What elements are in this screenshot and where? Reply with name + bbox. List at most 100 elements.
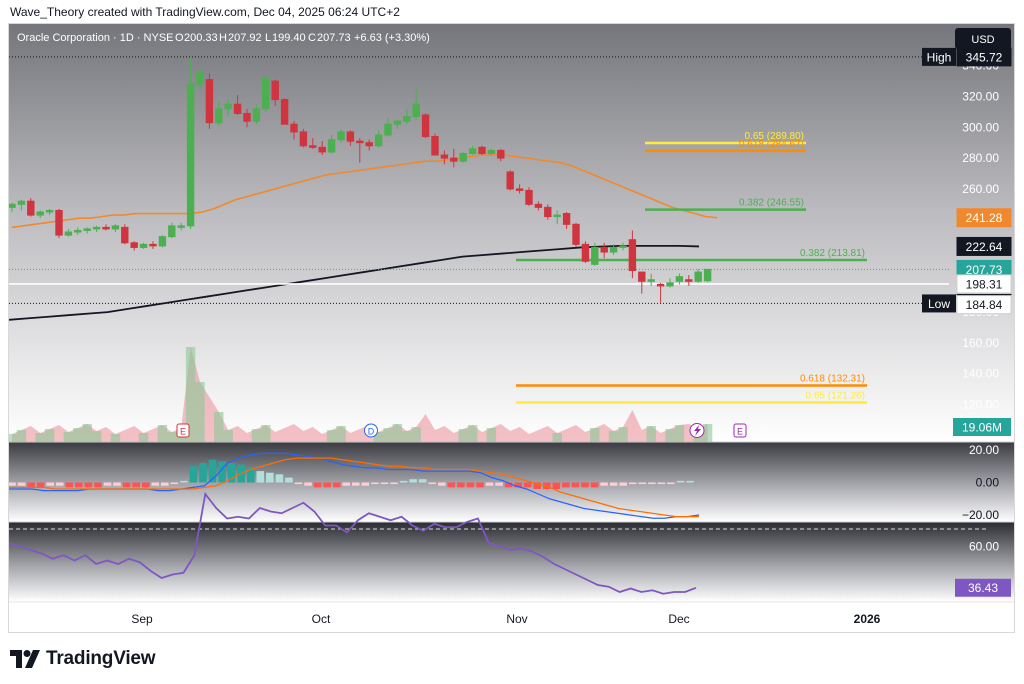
volume-bar xyxy=(467,425,478,442)
candle-body xyxy=(83,228,91,231)
candle-body xyxy=(121,226,129,244)
candle-body xyxy=(421,114,430,138)
macd-histogram-bar xyxy=(180,480,188,483)
candle-body xyxy=(177,225,185,228)
time-axis-tick: Dec xyxy=(668,612,689,626)
rsi-line xyxy=(9,491,697,595)
candle-body xyxy=(327,139,336,153)
fib-level-label: 0.65 (121.26) xyxy=(806,391,866,402)
candle-body xyxy=(647,279,655,282)
macd-histogram-bar xyxy=(122,482,131,488)
candle-body xyxy=(619,245,627,248)
macd-histogram-bar xyxy=(638,482,647,485)
price-axis-tick: 300.00 xyxy=(962,120,999,134)
volume-bar xyxy=(336,426,346,442)
macd-histogram-bar xyxy=(199,463,207,483)
candle-body xyxy=(186,83,195,227)
candle-body xyxy=(515,188,524,191)
earnings-marker xyxy=(176,423,190,438)
volume-bar xyxy=(16,430,27,442)
macd-histogram-bar xyxy=(581,482,589,488)
fib-level-label: 0.618 (132.31) xyxy=(800,374,865,385)
macd-histogram-bar xyxy=(151,482,160,486)
macd-histogram-bar xyxy=(304,482,312,486)
candle-body xyxy=(271,80,279,101)
candle-body xyxy=(638,271,646,282)
volume-tag-box xyxy=(953,418,1011,436)
candle-body xyxy=(130,242,138,248)
candle-body xyxy=(544,206,552,218)
macd-histogram-bar xyxy=(590,482,599,488)
candle-body xyxy=(497,149,505,159)
candle-body xyxy=(431,136,439,156)
macd-indicator[interactable]: 20.00 0.00 −20.00 xyxy=(9,443,999,522)
macd-histogram-bar xyxy=(523,482,532,488)
time-axis-tick: Nov xyxy=(506,612,527,626)
candle-body xyxy=(36,211,44,216)
candle-body xyxy=(562,213,571,225)
macd-histogram-bar xyxy=(543,482,551,489)
macd-histogram-bar xyxy=(676,480,685,483)
earnings-marker xyxy=(733,423,747,438)
macd-axis-tick: 0.00 xyxy=(976,476,1000,490)
candle-body xyxy=(487,149,496,154)
price-tag-prefix: Low xyxy=(928,297,950,311)
volume-bar xyxy=(223,430,233,442)
candle-body xyxy=(685,279,693,282)
volume-bar xyxy=(9,434,17,442)
time-axis[interactable]: Sep Oct Nov Dec 2026 xyxy=(131,612,880,626)
macd-histogram-bar xyxy=(246,467,255,483)
macd-histogram-bar xyxy=(84,482,93,488)
price-tag-value: 207.73 xyxy=(966,263,1003,277)
time-axis-tick: 2026 xyxy=(854,612,881,626)
legend-symbol[interactable]: Oracle Corporation · 1D · NYSE xyxy=(17,32,174,44)
candle-body xyxy=(224,103,232,110)
price-axis-tick: 160.00 xyxy=(962,336,999,350)
macd-histogram-bar xyxy=(323,482,331,488)
fibonacci-levels[interactable]: 0.65 (289.80)0.618 (284.67) 0.382 (246.55… xyxy=(516,131,867,404)
candle-body xyxy=(553,214,561,218)
candle-body xyxy=(309,145,317,148)
event-marker-label: D xyxy=(368,427,375,437)
price-tags: 345.72High241.28222.64207.73198.31185.63… xyxy=(922,47,1012,597)
macd-histogram-bar xyxy=(17,482,26,486)
volume-bar xyxy=(110,434,121,442)
macd-histogram-bar xyxy=(170,482,179,485)
macd-histogram-bar xyxy=(437,482,446,486)
time-axis-bg xyxy=(9,602,1014,632)
macd-histogram-bar xyxy=(9,482,16,486)
volume-bar xyxy=(35,433,45,442)
volume-bar xyxy=(167,432,177,442)
macd-histogram-bar xyxy=(227,463,236,483)
macd-histogram-bar xyxy=(332,482,341,488)
rsi-tag-value: 36.43 xyxy=(968,581,998,595)
tradingview-logo-icon xyxy=(10,650,40,668)
macd-histogram-bar xyxy=(218,461,226,483)
candle-body xyxy=(168,225,176,238)
rsi-indicator[interactable]: 60.00 xyxy=(9,491,999,600)
fib-level-label: 0.382 (213.81) xyxy=(800,248,865,259)
chart-canvas[interactable]: 0.65 (289.80)0.618 (284.67) 0.382 (246.55… xyxy=(9,24,1015,633)
candle-body xyxy=(628,239,637,272)
volume-bar xyxy=(326,430,337,442)
macd-histogram-bar xyxy=(36,482,45,488)
chart-frame[interactable]: 0.65 (289.80) 0.618 (284.67) 0.382 (246.55… xyxy=(8,23,1015,633)
macd-histogram-bar xyxy=(103,482,112,486)
volume-bar xyxy=(458,429,468,442)
price-tag-value: 345.72 xyxy=(966,50,1003,64)
macd-histogram-bar xyxy=(256,471,265,483)
volume-bar xyxy=(251,429,262,442)
candlestick-series[interactable] xyxy=(9,58,712,303)
candle-body xyxy=(581,243,590,262)
macd-histogram-bar xyxy=(657,482,666,485)
price-axis-tick: 120.00 xyxy=(962,398,999,412)
candle-body xyxy=(600,246,608,253)
legend[interactable]: Oracle Corporation · 1D · NYSE O 200.33 … xyxy=(17,32,430,44)
candle-body xyxy=(262,77,270,110)
macd-histogram-bar xyxy=(352,482,360,486)
tradingview-brand[interactable]: TradingView xyxy=(10,648,156,670)
currency-button[interactable]: USD xyxy=(955,28,1011,49)
candle-body xyxy=(694,271,702,282)
volume-tag-value: 19.06M xyxy=(962,421,1002,435)
